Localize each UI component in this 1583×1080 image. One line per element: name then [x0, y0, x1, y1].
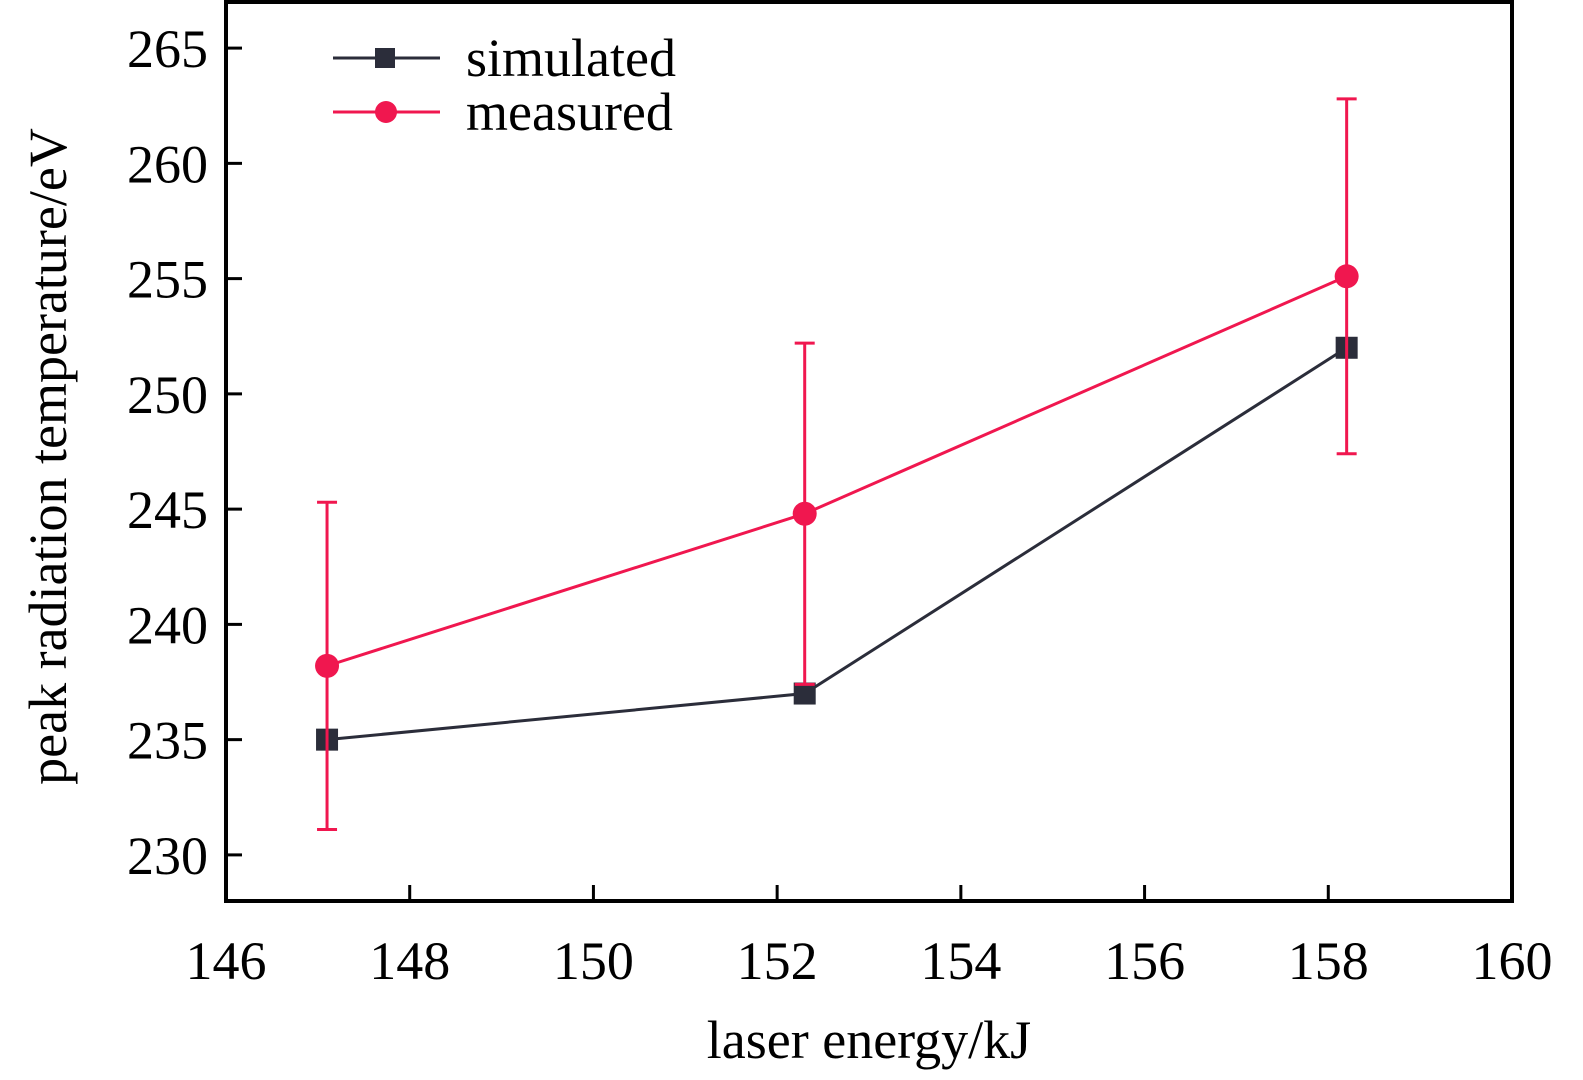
data-point-circle	[315, 653, 340, 678]
y-tick-label: 260	[127, 134, 208, 194]
x-tick-label: 146	[186, 931, 267, 991]
x-tick-label: 156	[1104, 931, 1185, 991]
y-tick-label: 245	[127, 480, 208, 540]
series-measured	[315, 97, 1359, 832]
data-point-circle	[792, 501, 817, 526]
y-tick-label: 230	[127, 826, 208, 886]
series-layer	[315, 97, 1359, 832]
x-tick-label: 160	[1472, 931, 1553, 991]
plot-frame	[224, 0, 1514, 903]
axis-ticks: 146 148 150 152 154 156 158 160 230 235 240 245 250 2…	[127, 19, 1553, 991]
series-simulated	[316, 336, 1358, 751]
data-point-circle	[1334, 264, 1359, 289]
y-tick-label: 250	[127, 365, 208, 425]
legend-item-simulated: simulated	[333, 28, 676, 88]
data-point-square	[793, 682, 816, 705]
y-tick-label: 235	[127, 711, 208, 771]
series-line	[326, 346, 1348, 742]
legend-marker-circle	[375, 101, 397, 123]
y-tick-label: 255	[127, 250, 208, 310]
x-axis-title: laser energy/kJ	[707, 1010, 1031, 1070]
y-tick-label: 240	[127, 595, 208, 655]
series-line	[326, 274, 1348, 668]
x-tick-label: 148	[369, 931, 450, 991]
legend-label: measured	[466, 82, 673, 142]
y-axis-title: peak radiation temperature/eV	[18, 128, 78, 785]
legend-item-measured: measured	[333, 82, 673, 142]
legend-marker-square	[375, 48, 395, 68]
legend-label: simulated	[466, 28, 676, 88]
y-tick-label: 265	[127, 19, 208, 79]
x-tick-label: 158	[1288, 931, 1369, 991]
x-tick-label: 150	[553, 931, 634, 991]
x-tick-label: 154	[920, 931, 1001, 991]
x-tick-label: 152	[737, 931, 818, 991]
